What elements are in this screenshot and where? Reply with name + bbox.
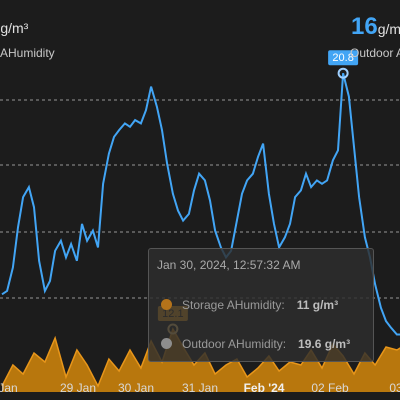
x-tick-label: Jan [0,381,18,395]
x-axis-ticks: Jan 29 Jan 30 Jan 31 Jan Feb '24 02 Feb 03 [0,381,400,395]
storage-dot-icon [161,299,172,310]
marker-label-box [328,50,359,66]
x-tick-label: 31 Jan [182,381,218,395]
tooltip-row-storage: Storage AHumidity: 11 g/m³ [161,298,338,312]
right-value: 16 [351,13,378,40]
x-tick-label: 03 [389,381,400,395]
tooltip-label: Outdoor AHumidity: [182,337,287,351]
left-unit: g/m³ [0,20,29,36]
tooltip-label: Storage AHumidity: [182,298,285,312]
left-stat: )g/m³ [0,13,28,39]
outdoor-line [1,72,400,336]
storage-line [1,327,400,388]
tooltip-row-outdoor: Outdoor AHumidity: 19.6 g/m³ [161,337,350,351]
x-tick-label: 29 Jan [60,381,96,395]
x-tick-label: 30 Jan [118,381,154,395]
right-stat: 16g/m³ [351,13,400,41]
tooltip: Jan 30, 2024, 12:57:32 AM Storage AHumid… [148,248,374,362]
right-label: Outdoor AH [350,46,400,60]
x-tick-label: Feb '24 [244,381,285,395]
outdoor-dot-icon [161,338,172,349]
tooltip-value: 19.6 g/m³ [298,337,351,351]
tooltip-title: Jan 30, 2024, 12:57:32 AM [157,258,301,272]
outdoor-series [1,72,400,336]
x-tick-label: 02 Feb [311,381,349,395]
outdoor-marker [337,67,349,79]
left-label: AHumidity [0,46,55,60]
right-unit: g/m³ [377,21,400,37]
marker-label: 20.8 [332,52,353,64]
tooltip-value: 11 g/m³ [296,298,339,312]
